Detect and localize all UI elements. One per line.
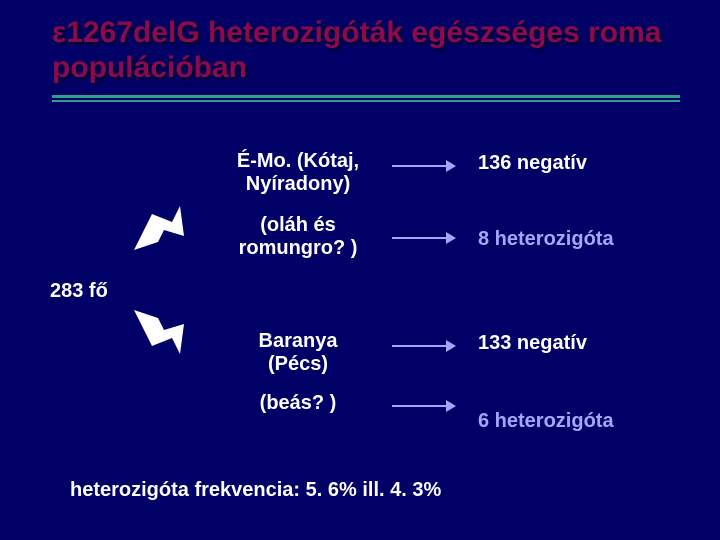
group1-title-line1: É-Mo. (Kótaj, — [237, 150, 359, 172]
result-het2: 6 heterozigóta — [478, 410, 614, 433]
group2-title-line2: (Pécs) — [268, 353, 328, 375]
group1-title-line2: Nyíradony) — [246, 173, 350, 195]
frequency-summary: heterozigóta frekvencia: 5. 6% ill. 4. 3… — [70, 479, 441, 502]
arrow-up-right-icon — [130, 202, 190, 254]
title-block: ε1267delG heterozigóták egészséges roma … — [0, 0, 720, 109]
group1-sub-line1: (oláh és — [260, 214, 336, 236]
group1-title: É-Mo. (Kótaj, Nyíradony) — [218, 150, 378, 196]
group2-title: Baranya (Pécs) — [218, 330, 378, 376]
group2-subtitle: (beás? ) — [218, 392, 378, 415]
result-neg2: 133 negatív — [478, 332, 587, 355]
result-het1: 8 heterozigóta — [478, 228, 614, 251]
group2-title-line1: Baranya — [259, 330, 338, 352]
result-neg1: 136 negatív — [478, 152, 587, 175]
title-divider — [52, 95, 680, 103]
content-area: 283 fő É-Mo. (Kótaj, Nyíradony) (oláh és… — [0, 120, 720, 540]
arrow-down-right-icon — [130, 306, 190, 358]
group1-subtitle: (oláh és romungro? ) — [218, 214, 378, 260]
slide-title: ε1267delG heterozigóták egészséges roma … — [52, 16, 680, 85]
total-label: 283 fő — [50, 280, 108, 303]
group1-sub-line2: romungro? ) — [239, 237, 358, 259]
